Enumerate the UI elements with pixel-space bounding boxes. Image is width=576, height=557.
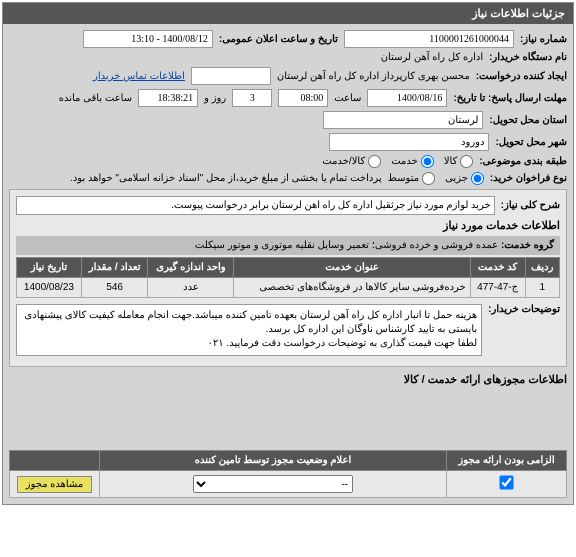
time-label-1: ساعت [334,93,361,104]
type-label: نوع فراخوان خرید: [490,173,567,184]
remain-days-input[interactable] [232,89,272,107]
contact-link[interactable]: اطلاعات تماس خریدار [93,71,185,82]
licenses-header: اطلاعات مجوزهای ارائه خدمت / کالا [9,373,567,386]
province-input[interactable] [323,111,483,129]
lic-col-mandatory: الزامی بودن ارائه مجوز [447,451,567,471]
services-header-row: ردیف کد خدمت عنوان خدمت واحد اندازه گیری… [17,258,560,278]
need-no-label: شماره نیاز: [520,34,567,45]
col-code: کد خدمت [470,258,525,278]
desc-title-label: شرح کلی نیاز: [501,200,560,211]
city-input[interactable] [329,133,489,151]
cell-code: ج-47-477 [470,278,525,298]
announce-input[interactable] [83,30,213,48]
deadline-date-input[interactable] [367,89,447,107]
need-no-input[interactable] [344,30,514,48]
group-text: عمده فروشی و خرده فروشی؛ تعمیر وسایل نقل… [195,240,498,251]
requester-text: محسن بهری کارپرداز اداره کل راه آهن لرست… [277,71,470,82]
group-strip: گروه خدمت: عمده فروشی و خرده فروشی؛ تعمی… [16,236,560,255]
city-label: شهر محل تحویل: [495,137,567,148]
licenses-spacer [9,390,567,450]
remain-suffix: ساعت باقی مانده [59,93,132,104]
remain-time-input[interactable] [138,89,198,107]
col-radif: ردیف [525,258,559,278]
col-unit: واحد اندازه گیری [148,258,234,278]
col-date: تاریخ نیاز [17,258,82,278]
type-jozei-label: جزیی [445,173,468,184]
type-motevaset-label: متوسط [388,173,419,184]
details-panel: جزئیات اطلاعات نیاز شماره نیاز: تاریخ و … [2,2,574,505]
category-radio-group: کالا خدمت کالا/خدمت [322,155,473,168]
group-label: گروه خدمت: [501,240,554,251]
lic-col-status: اعلام وضعیت مجوز توسط تامین کننده [100,451,447,471]
type-motevaset-option[interactable]: متوسط [388,172,435,185]
cat-both-option[interactable]: کالا/خدمت [322,155,381,168]
day-and-text: روز و [204,93,226,104]
cat-label: طبقه بندی موضوعی: [479,156,567,167]
services-header: اطلاعات خدمات مورد نیاز [16,219,560,232]
lic-mandatory-checkbox[interactable] [499,475,513,489]
cell-title: خرده‌فروشی سایر کالاها در فروشگاه‌های تخ… [234,278,470,298]
requester-label: ایجاد کننده درخواست: [476,71,567,82]
cat-both-label: کالا/خدمت [322,156,365,167]
lic-status-select[interactable]: -- [193,475,353,493]
cell-radif: 1 [525,278,559,298]
buyer-note-box: هزینه حمل تا انبار اداره کل راه آهن لرست… [16,304,482,356]
lic-status-cell: -- [100,471,447,498]
province-label: استان محل تحویل: [489,115,567,126]
services-table: ردیف کد خدمت عنوان خدمت واحد اندازه گیری… [16,257,560,298]
license-row: -- مشاهده مجوز [10,471,567,498]
cell-qty: 546 [81,278,148,298]
licenses-table: الزامی بودن ارائه مجوز اعلام وضعیت مجوز … [9,450,567,498]
lic-col-action [10,451,100,471]
cell-date: 1400/08/23 [17,278,82,298]
type-jozei-option[interactable]: جزیی [445,172,484,185]
col-title: عنوان خدمت [234,258,470,278]
type-motevaset-radio[interactable] [422,172,435,185]
buyer-note-label: توضیحات خریدار: [488,304,560,315]
view-license-button[interactable]: مشاهده مجوز [17,476,92,493]
requester-extra-input[interactable] [191,67,271,85]
deadline-time-input[interactable] [278,89,328,107]
deadline-label: مهلت ارسال پاسخ: تا تاریخ: [453,93,567,104]
desc-title-input[interactable] [16,196,495,215]
licenses-header-row: الزامی بودن ارائه مجوز اعلام وضعیت مجوز … [10,451,567,471]
cat-kala-radio[interactable] [460,155,473,168]
lic-action-cell: مشاهده مجوز [10,471,100,498]
cat-khedmat-option[interactable]: خدمت [391,155,434,168]
type-radio-group: جزیی متوسط [388,172,484,185]
cell-unit: عدد [148,278,234,298]
description-section: شرح کلی نیاز: اطلاعات خدمات مورد نیاز گر… [9,189,567,367]
service-row: 1 ج-47-477 خرده‌فروشی سایر کالاها در فرو… [17,278,560,298]
cat-kala-option[interactable]: کالا [444,155,474,168]
cat-khedmat-label: خدمت [391,156,418,167]
panel-title: جزئیات اطلاعات نیاز [3,3,573,24]
buyer-text: اداره کل راه آهن لرستان [381,52,483,63]
buyer-label: نام دستگاه خریدار: [489,52,567,63]
type-jozei-radio[interactable] [471,172,484,185]
pay-note: پرداخت تمام یا بخشی از مبلغ خرید،از محل … [70,173,382,184]
cat-kala-label: کالا [444,156,458,167]
cat-khedmat-radio[interactable] [421,155,434,168]
cat-both-radio[interactable] [368,155,381,168]
lic-mandatory-cell [447,471,567,498]
announce-label: تاریخ و ساعت اعلان عمومی: [219,34,338,45]
col-qty: تعداد / مقدار [81,258,148,278]
panel-body: شماره نیاز: تاریخ و ساعت اعلان عمومی: نا… [3,24,573,504]
